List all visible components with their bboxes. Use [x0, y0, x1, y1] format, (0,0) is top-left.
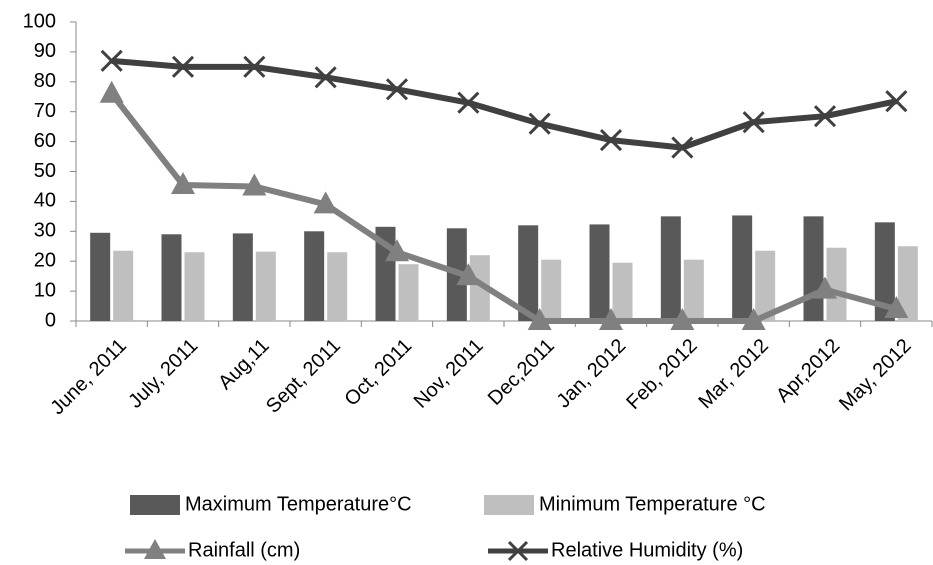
marker	[599, 129, 623, 152]
marker	[100, 49, 123, 72]
bar	[232, 233, 253, 321]
marker	[242, 173, 267, 196]
x-tick-label: May, 2012	[835, 335, 916, 416]
bar	[184, 252, 205, 321]
bar	[732, 215, 753, 321]
bar	[874, 222, 895, 321]
marker	[171, 55, 195, 78]
marker	[99, 80, 124, 103]
x-tick-label: Dec,2011	[484, 335, 559, 410]
y-tick-label: 60	[34, 130, 56, 152]
legend-label: Relative Humidity (%)	[551, 539, 743, 561]
y-tick-label: 30	[34, 220, 56, 242]
bar	[304, 231, 325, 321]
x-tick-label: Jan, 2012	[553, 335, 631, 413]
x-tick-label: Aug,11	[214, 335, 273, 394]
legend-label: Minimum Temperature °C	[539, 493, 766, 515]
bar	[683, 259, 704, 321]
legend-swatch	[484, 495, 534, 515]
x-tick-label: Oct, 2011	[340, 335, 416, 411]
legend-marker	[144, 539, 166, 559]
marker	[671, 136, 694, 159]
y-tick-label: 20	[34, 249, 56, 271]
legend-marker	[507, 540, 529, 562]
bar	[327, 252, 348, 321]
marker	[385, 239, 409, 262]
y-tick-label: 80	[34, 70, 56, 92]
marker	[670, 308, 695, 330]
bar	[803, 216, 824, 321]
x-tick-label: June, 2011	[46, 335, 130, 419]
line	[111, 57, 897, 151]
bar	[612, 262, 633, 321]
y-tick-label: 100	[23, 10, 56, 32]
bar	[161, 234, 182, 321]
marker	[385, 78, 409, 101]
legend-label: Maximum Temperature°C	[185, 493, 412, 515]
marker	[742, 111, 765, 134]
x-tick-label: Mar, 2012	[694, 335, 772, 413]
y-tick-label: 40	[34, 190, 56, 212]
marker	[884, 296, 909, 319]
legend-label: Rainfall (cm)	[188, 539, 300, 561]
marker	[171, 171, 195, 194]
marker	[313, 191, 338, 214]
y-tick-label: 70	[34, 100, 56, 122]
marker	[528, 112, 551, 135]
x-tick-label: Nov, 2011	[410, 335, 488, 413]
bar	[826, 247, 847, 321]
x-tick-label: July, 2011	[124, 335, 202, 413]
marker	[314, 66, 337, 89]
x-tick-label: Sept, 2011	[262, 335, 345, 418]
marker	[243, 55, 266, 78]
bar	[541, 259, 562, 321]
x-tick-label: Apr,2012	[772, 335, 844, 407]
bar	[589, 224, 610, 321]
bar	[113, 250, 134, 321]
marker	[813, 105, 837, 128]
bar	[469, 255, 490, 321]
marker	[457, 91, 480, 114]
bar	[398, 264, 419, 321]
bar	[518, 225, 539, 321]
bar	[255, 251, 276, 321]
marker	[885, 90, 908, 113]
marker	[527, 308, 552, 330]
y-tick-label: 50	[34, 160, 56, 182]
marker	[741, 308, 766, 330]
marker	[456, 263, 481, 286]
y-tick-label: 10	[34, 279, 56, 301]
marker	[813, 276, 837, 299]
line	[109, 91, 898, 324]
marker	[599, 308, 623, 330]
legend-swatch	[130, 495, 180, 515]
x-tick-label: Feb, 2012	[622, 335, 701, 414]
bar	[897, 246, 918, 321]
y-tick-label: 0	[45, 309, 56, 331]
bar	[755, 250, 776, 321]
bar	[660, 216, 681, 321]
y-tick-label: 90	[34, 40, 56, 62]
bar	[90, 232, 111, 321]
